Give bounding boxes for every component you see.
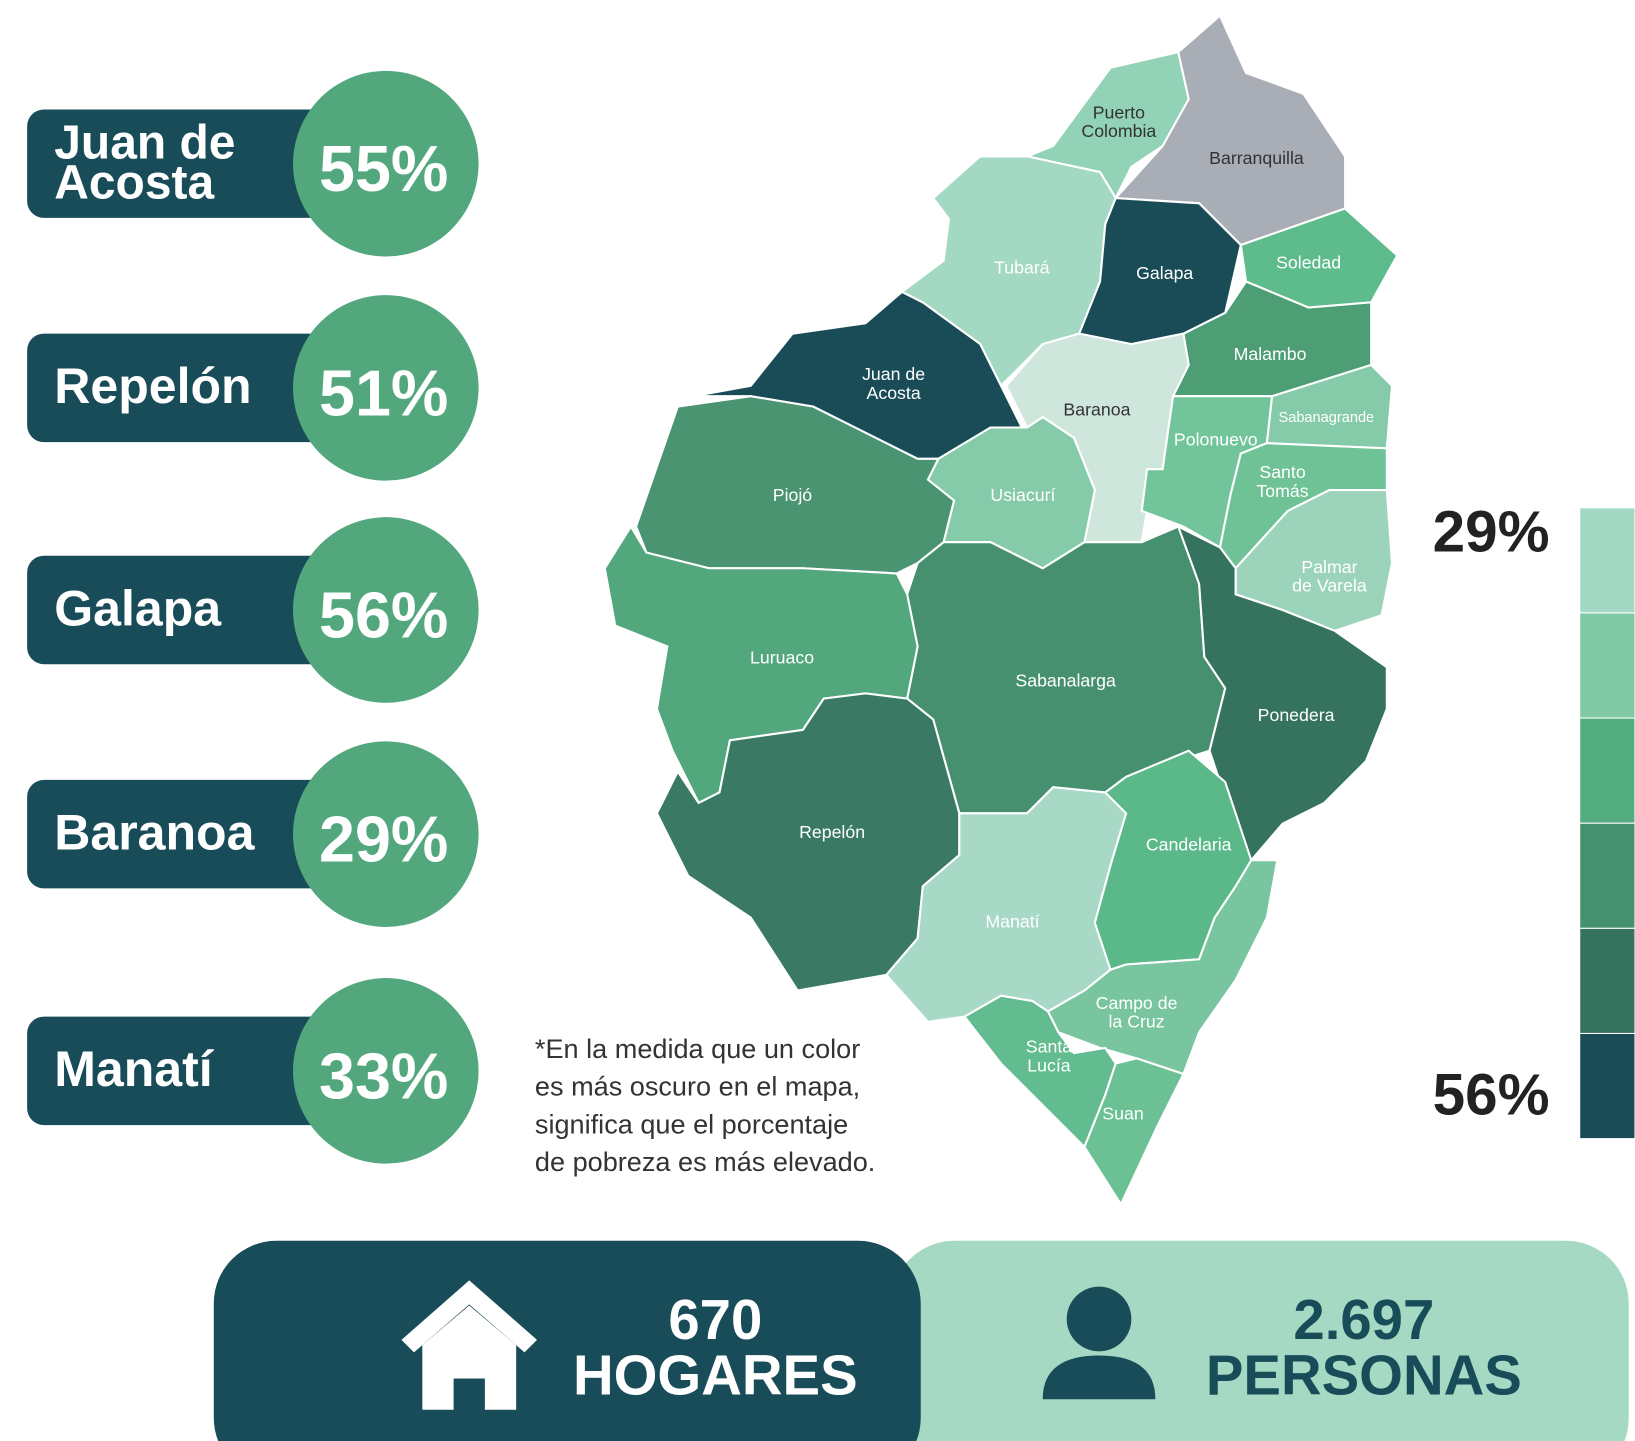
municipality-name: Juan de (54, 117, 235, 170)
legend-swatch (1579, 1032, 1635, 1140)
region-label: Polonuevo (1174, 430, 1258, 450)
region-label: Baranoa (1063, 400, 1130, 420)
percentage: 56% (319, 578, 448, 651)
region-label: Repelón (799, 822, 865, 842)
municipality-name: Repelón (54, 358, 251, 414)
homes-panel (213, 1240, 921, 1441)
value-circle (293, 70, 479, 257)
municipality-name: Baranoa (54, 804, 255, 860)
region-label: Santa (1026, 1037, 1072, 1057)
region-label: Barranquilla (1209, 148, 1304, 168)
region-label: Acosta (867, 383, 921, 403)
region-label: Luruaco (750, 648, 814, 668)
legend-low: 29% (1433, 499, 1550, 564)
region (1265, 363, 1394, 450)
region-label: Soledad (1276, 252, 1341, 272)
pill (27, 555, 340, 665)
note-line: *En la medida que un color (535, 1033, 860, 1064)
value-circle (293, 517, 479, 703)
region-label: Lucía (1027, 1055, 1070, 1075)
region (1083, 1057, 1185, 1207)
person-icon (1042, 1286, 1156, 1400)
region-label: Sabanagrande (1279, 410, 1375, 426)
region-label: Candelaria (1146, 834, 1232, 854)
region-label: Sabanalarga (1015, 671, 1116, 691)
pill (27, 333, 340, 443)
value-circle (293, 295, 479, 481)
region-label: Palmar (1301, 557, 1357, 577)
region-label: Juan de (862, 364, 925, 384)
legend: 29% 56% (1433, 499, 1635, 1140)
municipality-name: Galapa (54, 580, 222, 636)
region-label: Piojó (773, 485, 813, 505)
region-label: la Cruz (1109, 1012, 1165, 1032)
value-circle (293, 741, 479, 927)
legend-swatch (1579, 822, 1635, 929)
percentage: 55% (319, 132, 448, 205)
percentage: 51% (319, 356, 448, 429)
note: *En la medida que un color es más oscuro … (535, 1033, 875, 1177)
pill (27, 1016, 340, 1126)
municipality-name: Manatí (54, 1041, 215, 1097)
stat-label: PERSONAS (1206, 1343, 1522, 1406)
note-line: es más oscuro en el mapa, (535, 1071, 860, 1102)
region-label: Santo (1259, 462, 1305, 482)
stat-value: 2.697 (1293, 1288, 1434, 1351)
persons-panel (891, 1240, 1629, 1441)
municipality-name: Acosta (54, 156, 214, 209)
value-circle (293, 978, 479, 1164)
region-label: Campo de (1096, 993, 1178, 1013)
region-label: Suan (1102, 1103, 1143, 1123)
legend-swatch (1579, 507, 1635, 614)
region (962, 994, 1117, 1149)
region-label: Colombia (1081, 121, 1156, 141)
region-label: Tubará (994, 258, 1050, 278)
house-icon (401, 1280, 538, 1410)
region-label: Puerto (1093, 102, 1145, 122)
note-line: significa que el porcentaje (535, 1108, 848, 1139)
legend-high: 56% (1433, 1062, 1550, 1127)
legend-swatch (1579, 612, 1635, 719)
region (1176, 524, 1388, 863)
legend-swatch (1579, 927, 1635, 1035)
region-label: de Varela (1292, 576, 1367, 596)
region-label: Galapa (1136, 263, 1193, 283)
region-label: Ponedera (1258, 705, 1335, 725)
percentage: 29% (319, 803, 448, 876)
percentage: 33% (319, 1039, 448, 1112)
region-label: Malambo (1234, 344, 1307, 364)
region-label: Tomás (1256, 481, 1308, 501)
region-label: Manatí (985, 911, 1039, 931)
region (1046, 859, 1279, 1076)
stat-label: HOGARES (573, 1343, 858, 1406)
pill (27, 109, 340, 218)
region-label: Usiacurí (990, 485, 1055, 505)
pill (27, 779, 340, 889)
legend-swatch (1579, 717, 1635, 824)
note-line: de pobreza es más elevado. (535, 1146, 875, 1177)
stat-value: 670 (668, 1288, 762, 1351)
